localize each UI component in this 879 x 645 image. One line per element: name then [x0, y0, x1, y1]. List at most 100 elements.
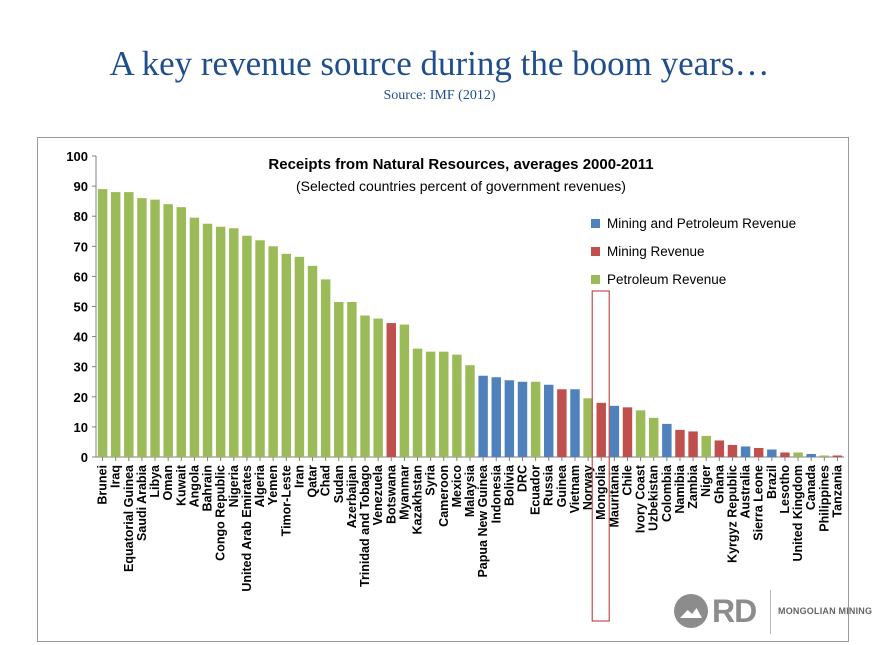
x-tick-label: Uzbekistan	[647, 465, 661, 531]
x-tick-label: Botswana	[384, 464, 398, 524]
bar-yemen	[268, 246, 278, 457]
x-tick-label: Oman	[161, 465, 175, 500]
y-tick-label: 0	[81, 450, 88, 465]
y-tick-label: 30	[74, 360, 88, 375]
bar-guinea	[557, 389, 567, 457]
x-tick-label: Lesotho	[778, 465, 792, 514]
x-tick-label: Philippines	[817, 465, 831, 532]
x-tick-label: Sudan	[332, 465, 346, 503]
bar-kyrgyz-republic	[727, 444, 738, 457]
bar-venezuela	[373, 318, 383, 457]
x-tick-label: Mexico	[450, 465, 464, 508]
y-tick-label: 40	[74, 330, 88, 345]
slide-title: A key revenue source during the boom yea…	[109, 44, 770, 83]
bar-oman	[163, 204, 173, 457]
x-tick-label: Brunei	[96, 465, 110, 505]
bar-kazakhstan	[412, 348, 423, 457]
x-tick-label: Chile	[620, 465, 634, 496]
bar-myanmar	[399, 324, 410, 457]
x-tick-label: Trinidad and Tobago	[358, 465, 372, 587]
x-tick-label: Zambia	[686, 464, 700, 509]
bar-brunei	[97, 189, 108, 458]
bar-bahrain	[202, 223, 213, 457]
x-tick-label: Yemen	[266, 465, 280, 505]
y-tick-label: 10	[74, 420, 88, 435]
y-tick-label: 60	[74, 269, 88, 284]
bar-brazil	[767, 449, 777, 457]
bar-malaysia	[465, 365, 475, 457]
bar-ecuador	[530, 381, 541, 457]
bar-chad	[320, 279, 331, 457]
bars	[97, 189, 843, 458]
x-tick-label: Iran	[292, 465, 306, 488]
y-tick-label: 20	[74, 390, 88, 405]
bar-angola	[189, 217, 200, 457]
legend-label: Petroleum Revenue	[607, 272, 726, 287]
bar-sudan	[334, 301, 344, 457]
x-tick-label: Saudi Arabia	[135, 464, 149, 541]
x-tick-label: Australia	[739, 464, 753, 519]
bar-niger	[701, 435, 711, 457]
bar-canada	[806, 453, 816, 457]
bar-botswana	[386, 323, 396, 457]
bar-kuwait	[176, 207, 187, 457]
x-tick-label: Syria	[424, 464, 438, 496]
x-tick-label: Timor-Leste	[279, 465, 293, 536]
mongolia-highlight-box	[591, 290, 610, 622]
bar-congo-republic	[215, 226, 226, 457]
x-tick-label: Qatar	[306, 465, 320, 498]
chart-legend: Mining and Petroleum Revenue Mining Reven…	[591, 216, 796, 287]
bar-bolivia	[504, 380, 515, 457]
x-tick-label: Chad	[319, 465, 333, 496]
x-tick-label: Ecuador	[529, 465, 543, 515]
bar-algeria	[255, 240, 265, 457]
bar-colombia	[662, 423, 672, 457]
bar-mexico	[452, 354, 462, 457]
x-tick-label: Equatorial Guinea	[122, 464, 136, 572]
x-tick-label: Namibia	[673, 464, 687, 514]
x-tick-label: Venezuela	[371, 464, 385, 525]
bar-nigeria	[229, 228, 239, 457]
bar-zambia	[688, 431, 698, 457]
x-tick-label: Colombia	[660, 464, 674, 522]
x-tick-label: Canada	[804, 464, 818, 510]
x-tick-label: United Arab Emirates	[240, 465, 254, 592]
x-tick-label: Myanmar	[397, 465, 411, 520]
bar-vietnam	[570, 389, 580, 457]
x-tick-label: Nigeria	[227, 464, 241, 507]
x-tick-label: Tanzania	[830, 464, 844, 518]
bar-philippines	[819, 455, 830, 457]
bar-iraq	[110, 192, 121, 457]
bar-qatar	[307, 265, 318, 457]
chart-subtitle: (Selected countries percent of governmen…	[296, 178, 626, 194]
logo-text: MONGOLIAN MINING	[778, 606, 873, 616]
x-tick-label: Ghana	[712, 464, 726, 504]
bar-saudi-arabia	[137, 198, 147, 457]
mountain-logo-icon	[674, 594, 708, 628]
x-tick-label: United Kingdom	[791, 465, 805, 562]
legend-swatch-petroleum	[591, 275, 600, 284]
logo-mark: RD	[712, 593, 757, 629]
x-tick-label: Kyrgyz Republic	[725, 465, 739, 563]
bar-trinidad-and-tobago	[360, 315, 370, 457]
slide-source: Source: IMF (2012)	[383, 88, 496, 103]
bar-norway	[583, 398, 593, 457]
bar-mauritania	[609, 405, 620, 457]
x-tick-label: Brazil	[765, 465, 779, 499]
bar-timor-leste	[281, 253, 292, 457]
x-tick-label: Mauritania	[607, 464, 621, 528]
x-tick-label: Vietnam	[568, 465, 582, 513]
bar-ivory-coast	[635, 410, 646, 457]
x-tick-label: Sierra Leone	[752, 465, 766, 541]
bar-uzbekistan	[649, 417, 659, 457]
bar-russia	[544, 384, 554, 457]
x-tick-label: Ivory Coast	[634, 464, 648, 533]
legend-swatch-mining-petroleum	[591, 219, 600, 228]
y-tick-label: 90	[74, 179, 88, 194]
bar-sierra-leone	[753, 447, 764, 457]
legend-label: Mining and Petroleum Revenue	[607, 216, 796, 231]
chart-svg: 0 10 20 30 40 50 60 70 80 90 100 Brunei Iraq Equator…	[66, 149, 844, 622]
bar-united-kingdom	[793, 452, 803, 457]
y-tick-label: 100	[66, 149, 88, 164]
bar-indonesia	[491, 377, 501, 457]
